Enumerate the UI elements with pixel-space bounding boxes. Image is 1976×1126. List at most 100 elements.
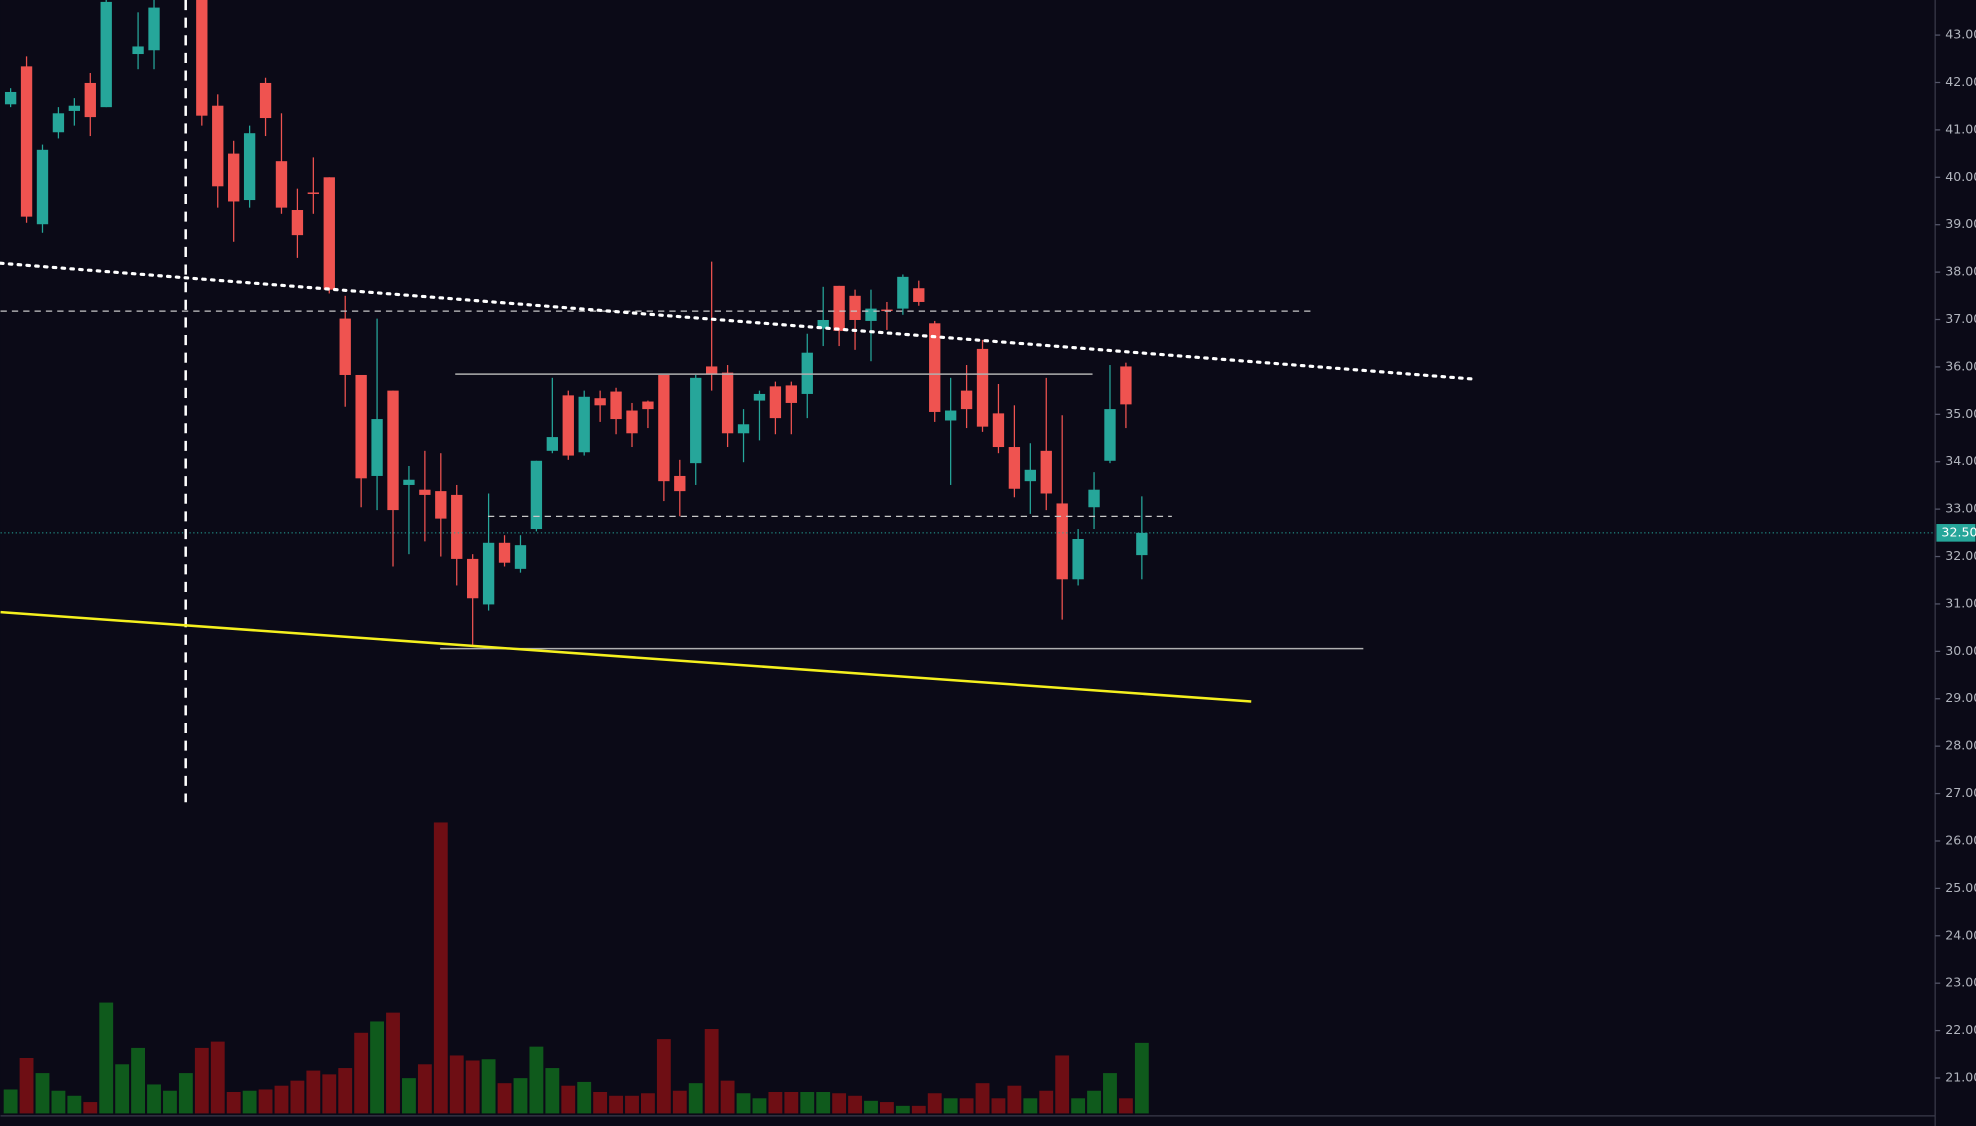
plot-area bbox=[0, 0, 1936, 1114]
volume-bar bbox=[210, 1041, 225, 1114]
candle-body bbox=[20, 66, 33, 217]
volume-bar bbox=[975, 1083, 990, 1114]
candle-body bbox=[721, 372, 734, 434]
candle-body bbox=[881, 309, 893, 312]
candle-body bbox=[68, 105, 81, 111]
volume-bar bbox=[704, 1029, 719, 1114]
y-tick-label: 28.00 bbox=[1945, 738, 1976, 753]
volume-bar bbox=[115, 1064, 130, 1114]
candle-body bbox=[546, 437, 559, 451]
volume-bar bbox=[258, 1089, 273, 1114]
y-tick-label: 37.00 bbox=[1945, 311, 1976, 326]
volume-bar bbox=[1023, 1098, 1038, 1114]
volume-bar bbox=[67, 1095, 82, 1114]
candle-body bbox=[992, 413, 1005, 448]
candle-body bbox=[944, 410, 957, 421]
volume-bar bbox=[593, 1091, 608, 1114]
drawings bbox=[0, 0, 1476, 803]
candle-body bbox=[817, 319, 829, 329]
candle-body bbox=[355, 374, 367, 479]
volume-bar bbox=[402, 1078, 416, 1114]
volume-bar bbox=[672, 1090, 687, 1114]
volume-bar bbox=[577, 1081, 592, 1114]
candle-body bbox=[84, 82, 96, 118]
y-tick-label: 42.00 bbox=[1945, 74, 1976, 89]
volume-bar bbox=[163, 1090, 177, 1114]
candle-body bbox=[690, 377, 702, 464]
volume-bar bbox=[959, 1098, 974, 1114]
last-price-box bbox=[1936, 524, 1976, 542]
volume-bar bbox=[864, 1100, 878, 1114]
volume-bar bbox=[417, 1064, 432, 1114]
candle-body bbox=[259, 82, 272, 119]
downtrend-line bbox=[0, 261, 1476, 381]
candle-body bbox=[1136, 532, 1148, 556]
volume-bar bbox=[338, 1068, 353, 1114]
candle-body bbox=[642, 401, 654, 410]
volume-bar bbox=[449, 1055, 464, 1114]
volume-bar bbox=[529, 1046, 544, 1114]
volume-bar bbox=[433, 822, 448, 1114]
volume-bar bbox=[194, 1047, 209, 1114]
volume-bar bbox=[879, 1102, 894, 1114]
volume-bar bbox=[927, 1093, 942, 1114]
y-tick-label: 43.00 bbox=[1945, 27, 1976, 42]
candle-body bbox=[371, 419, 383, 476]
candle-body bbox=[307, 192, 320, 194]
candle-body bbox=[435, 491, 447, 519]
candle-body bbox=[594, 398, 606, 406]
volume-bar bbox=[656, 1039, 671, 1114]
y-tick-label: 27.00 bbox=[1945, 785, 1976, 800]
y-tick-label: 38.00 bbox=[1945, 264, 1976, 279]
volume-bar bbox=[178, 1073, 193, 1114]
candle-body bbox=[849, 295, 861, 320]
candle-body bbox=[801, 352, 813, 394]
candle-body bbox=[610, 391, 622, 420]
candle-body bbox=[674, 475, 686, 492]
volume-bar bbox=[848, 1095, 862, 1114]
candle-body bbox=[100, 1, 112, 108]
volume-bar bbox=[242, 1090, 257, 1114]
volume-bar bbox=[895, 1105, 910, 1114]
candle-body bbox=[785, 385, 797, 403]
volume-bar bbox=[1071, 1098, 1086, 1114]
volume-bar bbox=[386, 1012, 400, 1114]
volume-bar bbox=[83, 1102, 98, 1114]
volume-bar bbox=[720, 1080, 735, 1114]
volume-bar bbox=[768, 1091, 783, 1114]
y-tick-label: 41.00 bbox=[1945, 121, 1976, 136]
volume-bar bbox=[131, 1047, 146, 1114]
volume-bar bbox=[370, 1021, 385, 1114]
y-tick-label: 24.00 bbox=[1945, 927, 1976, 942]
candle-body bbox=[976, 348, 989, 427]
volume-bar bbox=[513, 1078, 528, 1114]
volume-bar bbox=[561, 1085, 576, 1114]
candle-body bbox=[578, 396, 590, 453]
candle-body bbox=[482, 542, 495, 605]
y-tick-label: 30.00 bbox=[1945, 643, 1976, 658]
volume-bar bbox=[625, 1095, 639, 1114]
y-tick-label: 26.00 bbox=[1945, 832, 1976, 847]
candle-body bbox=[865, 308, 877, 321]
volume-bar bbox=[290, 1080, 305, 1114]
y-tick-label: 34.00 bbox=[1945, 453, 1976, 468]
y-tick-label: 32.00 bbox=[1945, 548, 1976, 563]
y-tick-label: 36.00 bbox=[1945, 358, 1976, 373]
volume-bar bbox=[306, 1070, 321, 1114]
volume-bar bbox=[51, 1090, 66, 1114]
candle-body bbox=[196, 0, 208, 116]
candle-body bbox=[1120, 366, 1132, 405]
candle-body bbox=[1008, 447, 1021, 489]
candle-body bbox=[514, 545, 527, 569]
candle-body bbox=[467, 558, 479, 599]
last-price-label: 32.50 bbox=[1941, 524, 1976, 539]
y-tick-label: 33.00 bbox=[1945, 501, 1976, 516]
candle-body bbox=[339, 318, 351, 375]
y-tick-label: 22.00 bbox=[1945, 1022, 1976, 1037]
price-axis: 21.00 22.00 23.00 24.00 25.00 26.00 27.00 28.00… bbox=[1935, 27, 1976, 1084]
y-tick-label: 40.00 bbox=[1945, 169, 1976, 184]
volume-bar bbox=[226, 1091, 241, 1114]
candle-body bbox=[4, 91, 17, 105]
